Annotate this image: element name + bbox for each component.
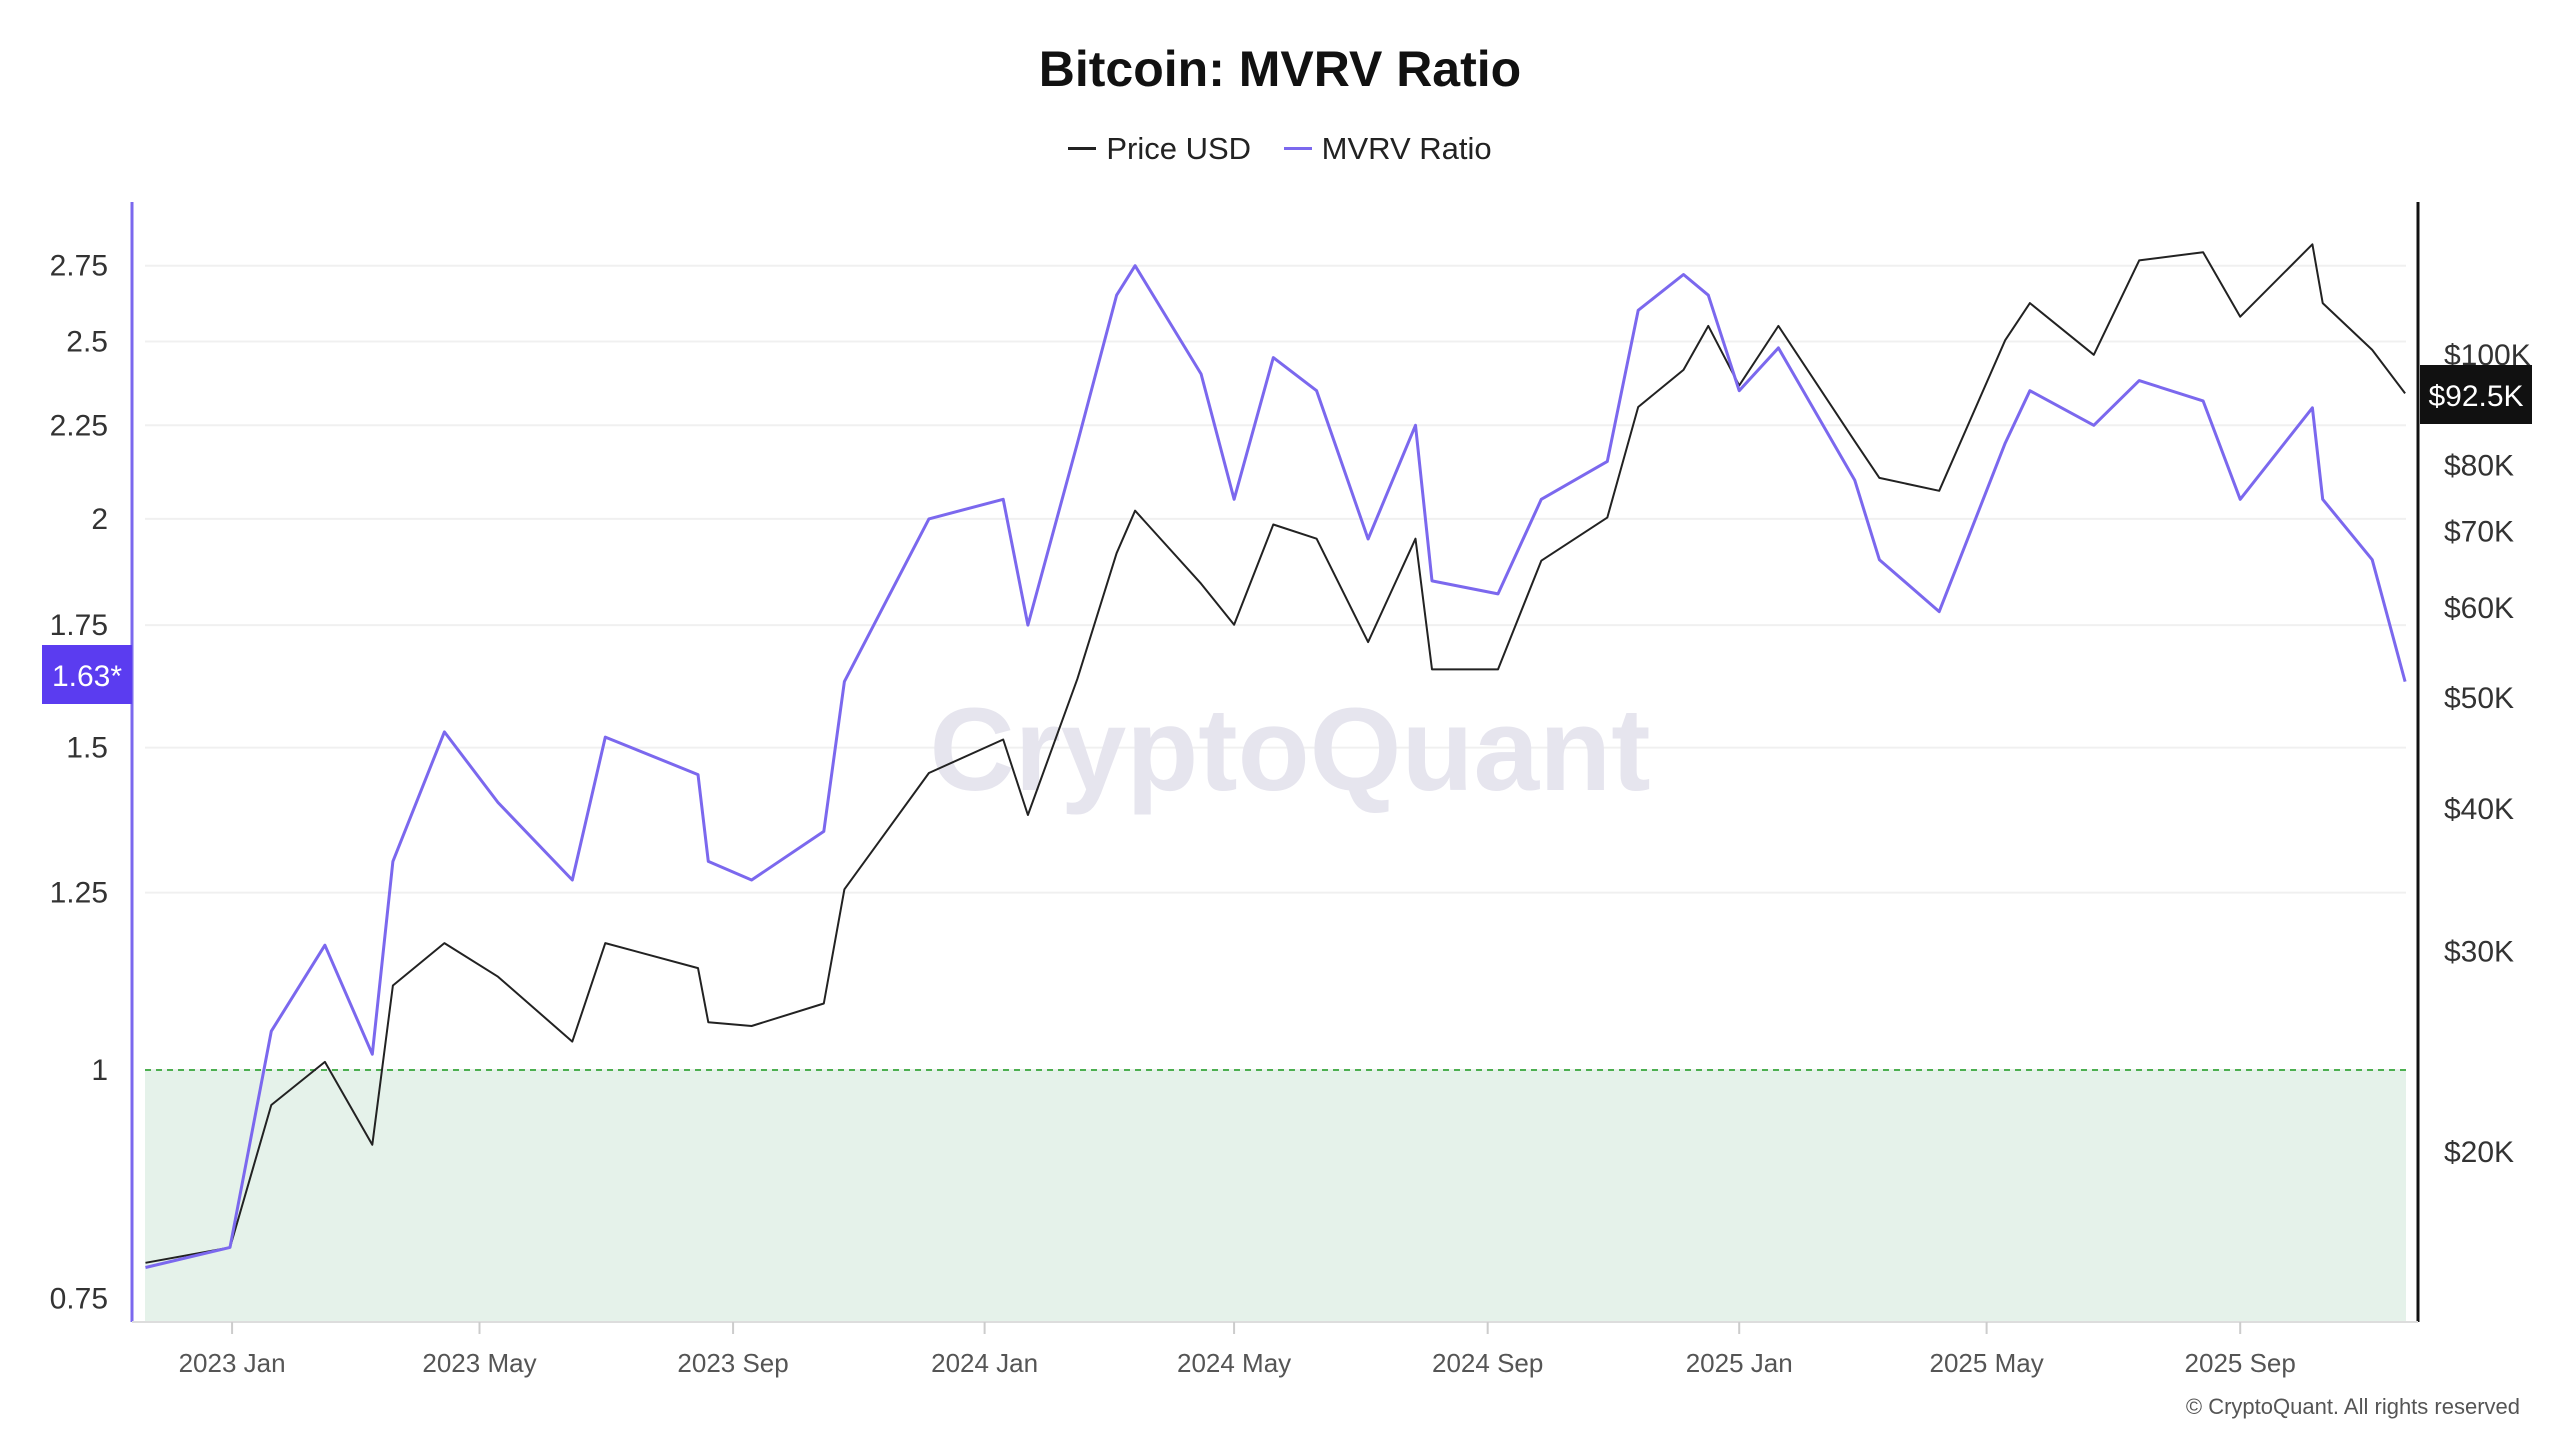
price-line	[145, 243, 2406, 1264]
right-tick-label: $60K	[2444, 592, 2514, 625]
left-tick-label: 2.25	[50, 409, 108, 442]
right-tick-label: $80K	[2444, 449, 2514, 482]
right-tick-label: $30K	[2444, 935, 2514, 968]
legend-swatch-price	[1068, 147, 1097, 150]
legend-item-price[interactable]: Price USD	[1068, 131, 1251, 167]
right-tick-label: $20K	[2444, 1136, 2514, 1169]
legend-item-mvrv[interactable]: MVRV Ratio	[1283, 130, 1492, 167]
mvrv-line	[145, 264, 2407, 1269]
left-tick-label: 2.75	[50, 250, 108, 283]
left-tick-label: 1.25	[50, 877, 108, 910]
chart-title: Bitcoin: MVRV Ratio	[1038, 41, 1522, 97]
price-current-label: $92.5K	[2428, 380, 2523, 413]
x-tick-label: 2024 Jan	[931, 1348, 1038, 1378]
legend-label-price: Price USD	[1106, 130, 1252, 166]
mvrv-current-badge	[42, 645, 132, 704]
x-tick-label: 2025 May	[1930, 1348, 2044, 1378]
right-tick-label: $70K	[2444, 516, 2514, 549]
price-current-badge	[2420, 365, 2532, 424]
legend: Price USD MVRV Ratio	[0, 122, 2560, 167]
left-tick-label: 2.5	[66, 326, 108, 359]
left-tick-label: 1.5	[66, 732, 108, 765]
right-tick-label: $50K	[2444, 682, 2514, 715]
left-tick-label: 1	[91, 1054, 108, 1087]
left-tick-label: 1.75	[50, 609, 108, 642]
right-tick-label: $40K	[2444, 793, 2514, 826]
x-tick-label: 2025 Sep	[2185, 1348, 2296, 1378]
legend-label-mvrv: MVRV Ratio	[1321, 130, 1492, 166]
x-tick-label: 2025 Jan	[1686, 1348, 1793, 1378]
mvrv-current-label: 1.63*	[52, 660, 122, 693]
watermark: CryptoQuant	[929, 684, 1650, 816]
legend-swatch-mvrv	[1283, 147, 1312, 150]
left-tick-label: 2	[91, 503, 108, 536]
x-tick-label: 2023 May	[422, 1348, 536, 1378]
x-tick-label: 2024 May	[1177, 1348, 1291, 1378]
left-tick-label: 0.75	[50, 1283, 108, 1316]
copyright: © CryptoQuant. All rights reserved	[2185, 1394, 2520, 1419]
x-tick-label: 2023 Sep	[677, 1348, 788, 1378]
x-tick-label: 2023 Jan	[179, 1348, 286, 1378]
undervalued-zone	[145, 1069, 2406, 1322]
x-tick-label: 2024 Sep	[1432, 1348, 1543, 1378]
